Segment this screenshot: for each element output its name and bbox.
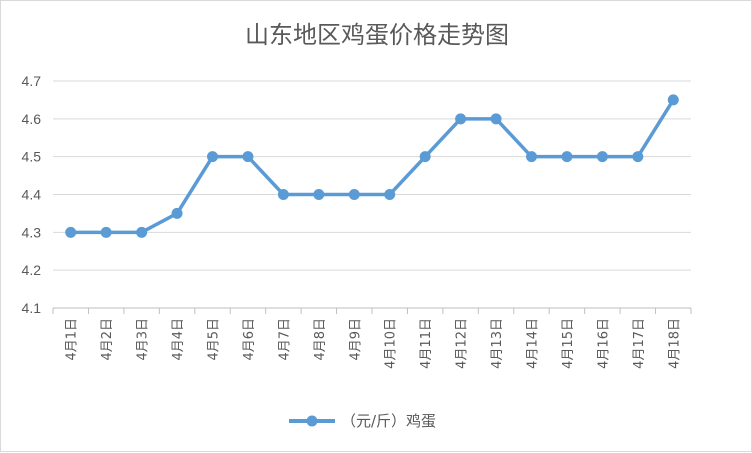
data-point bbox=[313, 189, 325, 200]
x-tick-label: 4月9日 bbox=[348, 318, 363, 361]
data-point bbox=[455, 113, 467, 125]
x-tick-label: 4月8日 bbox=[313, 318, 328, 361]
legend: （元/斤）鸡蛋 bbox=[289, 412, 436, 430]
y-axis-tick-labels: 4.1 4.2 4.3 4.4 4.5 4.6 4.7 bbox=[22, 73, 42, 316]
x-tick-label: 4月17日 bbox=[632, 318, 647, 369]
data-point bbox=[277, 189, 289, 200]
data-point bbox=[526, 151, 537, 163]
series-layer bbox=[65, 94, 679, 238]
data-point bbox=[100, 226, 112, 238]
x-axis-tick-labels: 4月1日 4月2日 4月3日 4月4日 4月5日 4月6日 4月7日 4月8日 4月9日 4月10… bbox=[65, 318, 683, 369]
data-point bbox=[136, 226, 148, 238]
data-point bbox=[419, 151, 431, 163]
data-point bbox=[348, 189, 360, 200]
data-point bbox=[384, 189, 396, 200]
y-tick-label: 4.6 bbox=[22, 111, 42, 127]
legend-marker-swatch bbox=[306, 415, 318, 427]
y-tick-label: 4.3 bbox=[22, 224, 42, 240]
data-point bbox=[490, 113, 502, 125]
data-point bbox=[171, 207, 183, 219]
y-tick-label: 4.2 bbox=[22, 262, 42, 278]
series-line bbox=[70, 98, 675, 235]
data-point bbox=[242, 151, 254, 163]
data-point bbox=[596, 151, 608, 163]
x-tick-label: 4月3日 bbox=[136, 318, 151, 361]
x-tick-label: 4月16日 bbox=[596, 318, 611, 369]
x-tick-label: 4月18日 bbox=[667, 318, 682, 369]
y-tick-label: 4.4 bbox=[22, 187, 42, 203]
x-tick-label: 4月14日 bbox=[526, 318, 541, 369]
y-tick-label: 4.1 bbox=[22, 300, 42, 316]
x-tick-label: 4月1日 bbox=[65, 318, 80, 361]
x-tick-label: 4月15日 bbox=[561, 318, 576, 369]
legend-label: （元/斤）鸡蛋 bbox=[341, 412, 436, 430]
data-point bbox=[632, 151, 644, 163]
x-tick-label: 4月2日 bbox=[100, 318, 115, 361]
x-axis bbox=[52, 307, 692, 314]
x-tick-label: 4月12日 bbox=[455, 318, 470, 369]
y-tick-label: 4.5 bbox=[22, 149, 42, 165]
x-tick-label: 4月11日 bbox=[419, 318, 434, 369]
data-point bbox=[207, 151, 218, 163]
x-tick-label: 4月5日 bbox=[207, 318, 222, 361]
data-point bbox=[65, 226, 77, 238]
chart-title: 山东地区鸡蛋价格走势图 bbox=[245, 21, 509, 49]
x-tick-label: 4月13日 bbox=[490, 318, 505, 369]
grid-lines bbox=[53, 80, 691, 271]
x-tick-label: 4月6日 bbox=[242, 318, 257, 361]
data-point bbox=[561, 151, 573, 163]
y-tick-label: 4.7 bbox=[22, 73, 42, 89]
data-point bbox=[667, 94, 679, 106]
x-tick-label: 4月7日 bbox=[277, 318, 292, 361]
x-tick-label: 4月10日 bbox=[384, 318, 399, 369]
x-tick-label: 4月4日 bbox=[171, 318, 186, 361]
